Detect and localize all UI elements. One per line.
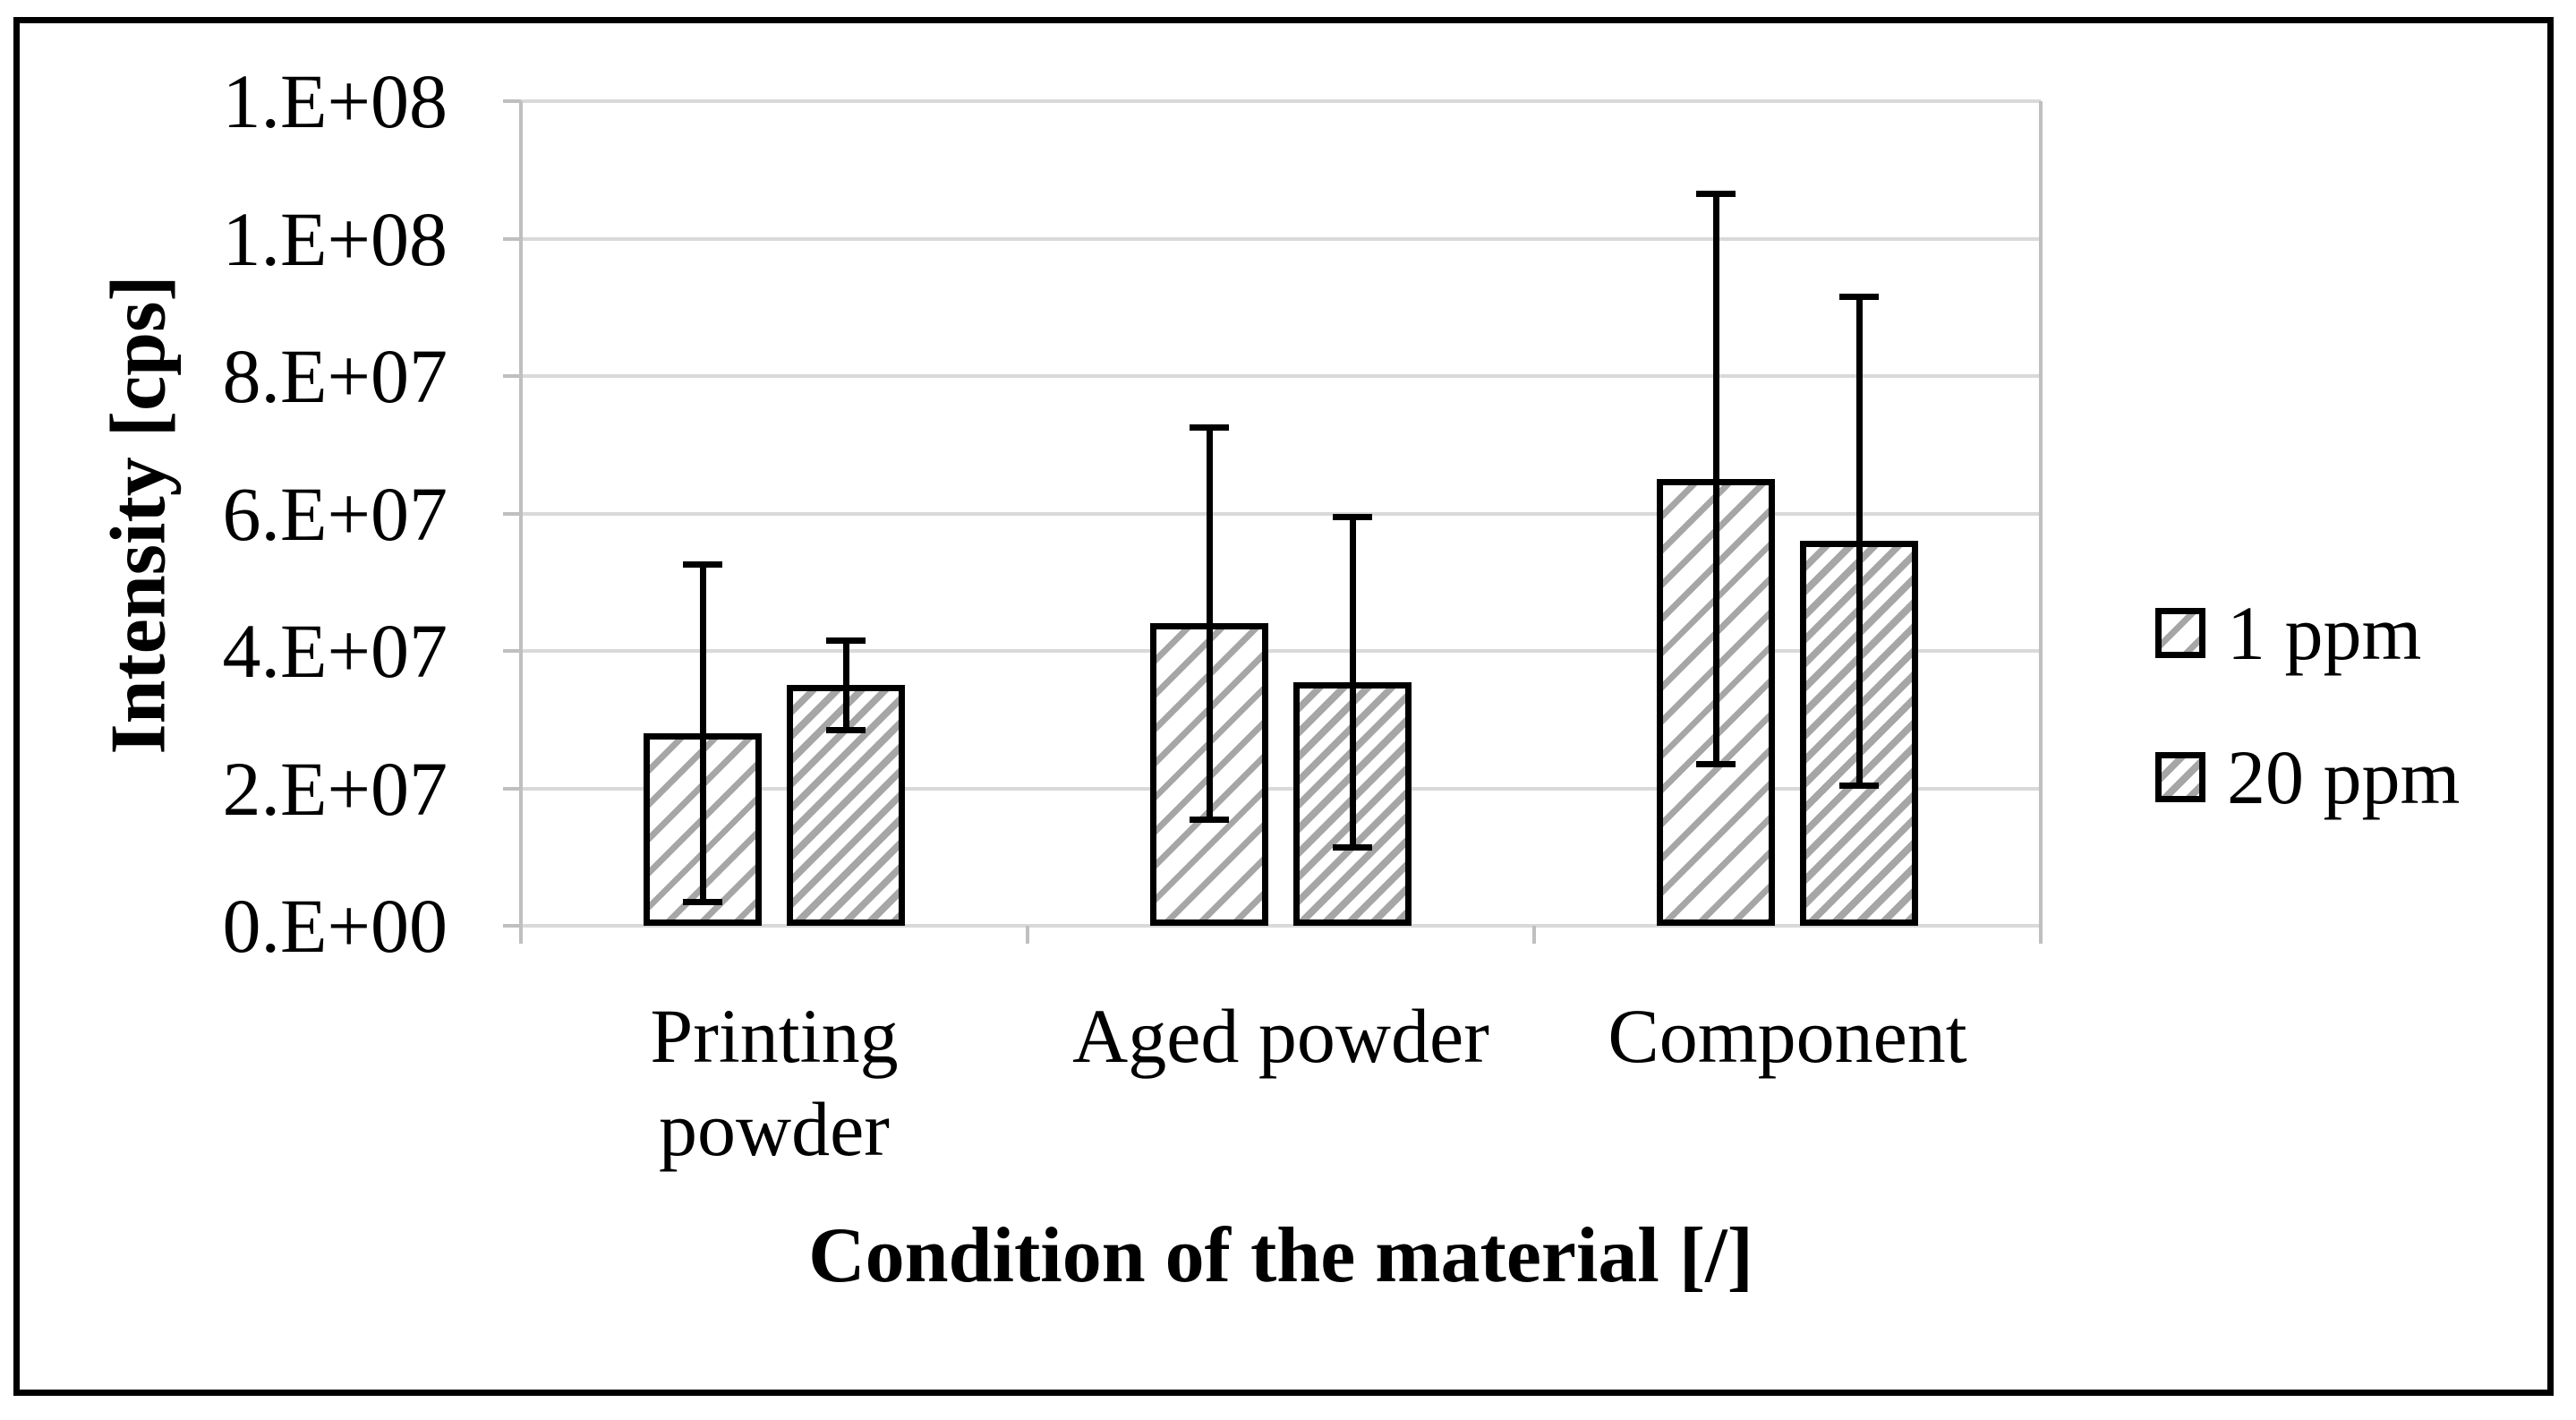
error-bar-top-cap	[683, 561, 722, 569]
error-bar	[1855, 293, 1863, 789]
error-bar-bottom-cap	[1333, 843, 1372, 851]
error-bar-top-cap	[1190, 423, 1229, 431]
y-tick-label: 6.E+07	[222, 470, 448, 557]
legend-item-1-ppm: 1 ppm	[2155, 595, 2421, 672]
error-bar-top-cap	[1839, 293, 1879, 300]
y-tick-label: 1.E+08	[222, 58, 448, 144]
y-axis-tick-mark	[503, 236, 521, 241]
legend-item-20-ppm: 20 ppm	[2155, 739, 2460, 816]
error-bar	[1349, 513, 1356, 851]
gridline	[521, 649, 2041, 653]
legend-label: 20 ppm	[2227, 734, 2461, 820]
y-tick-label: 8.E+07	[222, 333, 448, 419]
y-axis-tick-mark	[503, 786, 521, 791]
error-bar-bottom-cap	[683, 898, 722, 905]
x-axis-title: Condition of the material [/]	[808, 1212, 1753, 1299]
y-axis-tick-mark	[503, 374, 521, 378]
error-bar-bottom-cap	[1839, 782, 1879, 789]
y-tick-label: 1.E+08	[222, 195, 448, 282]
category-label: Printing powder	[524, 989, 1025, 1176]
error-bar-bottom-cap	[1696, 761, 1736, 768]
error-bar-top-cap	[1696, 190, 1736, 197]
gridline	[521, 786, 2041, 791]
legend-swatch-icon	[2155, 752, 2205, 802]
plot-right-border	[2039, 101, 2043, 926]
y-tick-label: 2.E+07	[222, 745, 448, 832]
gridline	[521, 374, 2041, 378]
gridline	[521, 924, 2041, 928]
error-bar	[1206, 423, 1213, 823]
gridline	[521, 236, 2041, 241]
x-axis-tick-mark	[519, 926, 523, 944]
category-label: Aged powder	[1030, 989, 1531, 1082]
category-label-line: Printing	[650, 993, 899, 1079]
error-bar	[1712, 190, 1719, 768]
y-axis-title: Intensity [cps]	[95, 275, 183, 755]
y-tick-label: 0.E+00	[222, 883, 448, 969]
y-tick-label: 4.E+07	[222, 608, 448, 694]
y-axis-tick-mark	[503, 924, 521, 928]
gridline	[521, 511, 2041, 516]
x-axis-tick-mark	[2039, 926, 2043, 944]
gridline	[521, 99, 2041, 103]
legend-swatch-icon	[2155, 608, 2205, 658]
category-label-line: Aged powder	[1072, 993, 1489, 1079]
figure-frame	[13, 17, 2554, 1396]
error-bar	[842, 637, 849, 734]
x-axis-tick-mark	[1532, 926, 1536, 944]
category-label-line: Component	[1608, 993, 1967, 1079]
error-bar-top-cap	[826, 637, 866, 644]
category-label-line: powder	[659, 1086, 890, 1172]
error-bar-bottom-cap	[1190, 816, 1229, 823]
y-axis-tick-mark	[503, 649, 521, 653]
error-bar	[699, 561, 706, 905]
legend-label: 1 ppm	[2227, 590, 2422, 676]
error-bar-bottom-cap	[826, 727, 866, 734]
y-axis-line	[519, 101, 523, 944]
error-bar-top-cap	[1333, 513, 1372, 520]
category-label: Component	[1537, 989, 2038, 1082]
y-axis-tick-mark	[503, 511, 521, 516]
y-axis-tick-mark	[503, 99, 521, 103]
x-axis-tick-mark	[1026, 926, 1029, 944]
